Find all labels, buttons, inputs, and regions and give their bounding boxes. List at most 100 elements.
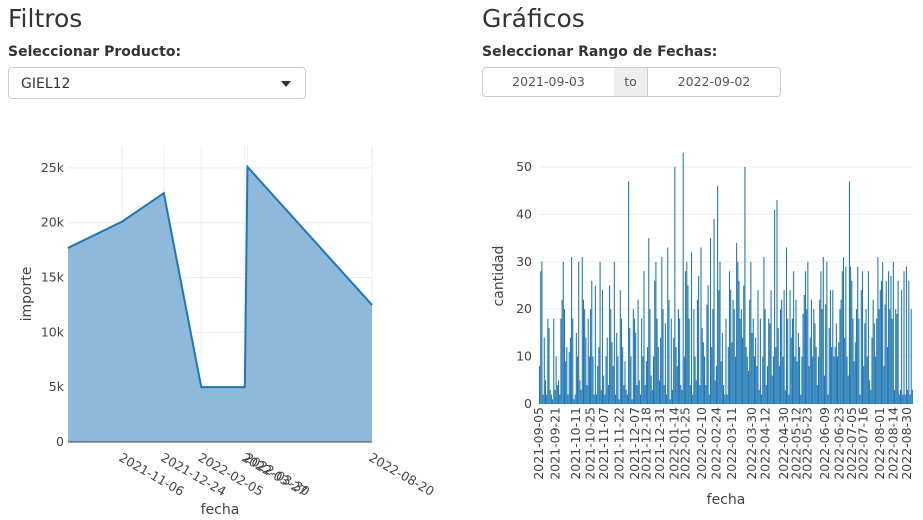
cantidad-bar [656,318,658,404]
cantidad-bar [807,261,809,404]
cantidad-bar [698,276,700,404]
cantidad-bar [858,318,860,404]
x-tick-label: 2022-08-14 [885,407,900,480]
cantidad-bar [882,261,884,404]
cantidad-bar [863,366,865,404]
y-tick-label: 20k [41,215,65,230]
cantidad-bar [574,394,576,404]
cantidad-bar [637,299,639,404]
x-tick-label: 2021-12-07 [627,407,642,480]
cantidad-bar [861,271,864,404]
cantidad-bar [699,385,701,404]
cantidad-bar [850,266,852,404]
cantidad-bar [880,280,883,404]
x-tick-label: 2022-03-11 [724,407,739,480]
y-axis-title: cantidad [491,246,507,307]
cantidad-bar [820,271,822,404]
cantidad-bar [641,318,643,404]
cantidad-bar-chart[interactable]: 0 10 20 30 40 50 2021-09-05 2021-09-21 2021-10-1… [485,120,915,520]
date-end-input[interactable]: 2022-09-02 [647,67,781,97]
cantidad-bar [790,337,792,404]
cantidad-bar [854,342,856,404]
cantidad-bar [590,309,592,404]
x-tick-label: 2021-10-25 [583,407,598,480]
cantidad-bar [804,271,807,404]
cantidad-bar [831,347,833,404]
cantidad-bar [707,285,709,404]
cantidad-bar [770,290,772,404]
cantidad-bar [776,200,778,404]
cantidad-bar [696,299,698,404]
cantidad-bar [784,389,786,404]
cantidad-bar [904,394,906,404]
x-tick-label: 2022-02-10 [694,407,709,480]
cantidad-bar [584,309,586,404]
cantidad-bar [711,347,713,404]
cantidad-bar [903,271,905,404]
cantidad-bar [552,399,554,404]
cantidad-bar [867,271,869,404]
cantidad-bar [673,337,675,404]
cantidad-bar [768,318,770,404]
cantidad-bar [750,261,752,404]
date-range-input: 2021-09-03 to 2022-09-02 [482,67,781,97]
cantidad-bar [606,337,608,404]
cantidad-bar [883,366,885,404]
cantidad-bar [869,380,871,404]
cantidad-bar [753,356,755,404]
cantidad-bar [542,394,544,404]
cantidad-bar [607,385,609,404]
cantidad-bar [851,280,853,404]
cantidad-bar [650,375,652,404]
date-start-input[interactable]: 2021-09-03 [482,67,615,97]
cantidad-bar [744,166,746,404]
cantidad-bar [772,356,774,404]
cantidad-bar [688,318,690,404]
y-tick-label: 50 [516,159,532,174]
cantidad-bar [620,318,622,404]
cantidad-bar [764,309,766,404]
cantidad-bar [704,356,706,404]
y-tick-label: 5k [49,379,65,394]
cantidad-bar [694,356,696,404]
cantidad-bar [890,276,892,404]
cantidad-bar [579,380,581,404]
cantidad-bar [745,347,747,404]
cantidad-bar [554,389,556,404]
cantidad-bar [719,261,721,404]
cantidad-bar [581,257,583,404]
cantidad-bar [626,394,628,404]
x-tick-label: 2021-09-21 [548,407,563,480]
cantidad-bar [840,299,842,404]
cantidad-bar [681,389,683,404]
filters-title: Filtros [8,4,83,33]
product-select[interactable]: GIEL12 [8,67,306,99]
cantidad-bar [700,247,702,404]
cantidad-bar [730,290,732,404]
cantidad-bar [892,261,894,404]
cantidad-bar [561,299,563,404]
cantidad-bar [739,318,741,404]
cantidad-bar [560,318,562,404]
cantidad-bar [549,389,551,404]
cantidad-bar [695,380,697,404]
cantidad-bar [758,389,760,404]
cantidad-bar [598,347,600,404]
cantidad-bar [806,309,808,404]
cantidad-bar [762,356,764,404]
cantidad-bar [669,399,671,404]
cantidad-bar [835,323,837,404]
cantidad-bar [871,337,873,404]
cantidad-bar [828,328,830,404]
cantidad-bar [563,309,565,404]
cantidad-bar [907,389,909,404]
cantidad-bar [833,356,835,404]
cantidad-bar [723,385,725,404]
cantidad-bar [705,385,707,404]
cantidad-bar [733,309,735,404]
importe-area-chart[interactable]: 05k10k15k20k25k2021-11-062021-12-242022-… [0,120,440,520]
cantidad-bar [757,290,759,404]
cantidad-bar [725,318,727,404]
cantidad-bar [865,309,867,404]
x-tick-label: 2021-11-07 [596,407,611,480]
